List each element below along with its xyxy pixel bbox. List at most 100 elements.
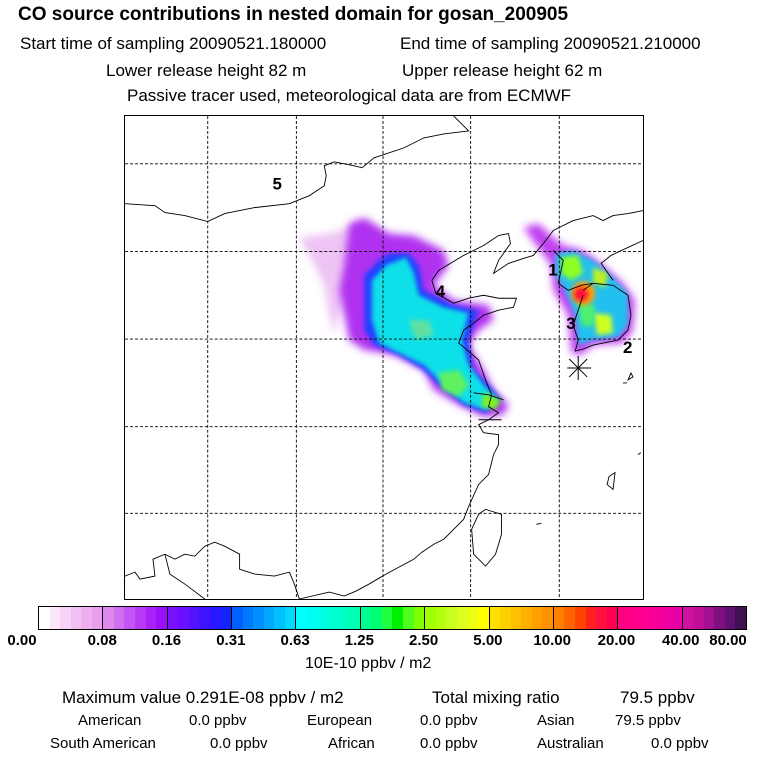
total-mixing-ratio-label: Total mixing ratio — [432, 688, 560, 707]
colorbar-swatch — [606, 607, 618, 629]
colorbar-tick-label: 0.16 — [151, 632, 182, 649]
colorbar-swatch — [349, 607, 360, 629]
map-canvas: 1 2 3 4 5 — [124, 115, 644, 600]
colorbar-block — [39, 607, 104, 629]
colorbar-swatch — [338, 607, 350, 629]
plot-title: CO source contributions in nested domain… — [18, 4, 569, 25]
colorbar-swatch — [724, 607, 736, 629]
colorbar-swatch — [521, 607, 532, 629]
colorbar-block — [103, 607, 168, 629]
colorbar-swatch — [307, 607, 318, 629]
total-mixing-ratio-value: 79.5 ppbv — [620, 688, 695, 707]
colorbar-block — [425, 607, 490, 629]
colorbar-swatch — [489, 607, 501, 629]
colorbar-swatch — [156, 607, 167, 629]
region-name-australian: Australian — [537, 735, 604, 752]
colorbar-swatch — [188, 607, 200, 629]
colorbar-swatch — [60, 607, 71, 629]
colorbar-swatch — [649, 607, 661, 629]
region-label-3: 3 — [566, 314, 575, 333]
colorbar-swatch — [242, 607, 254, 629]
colorbar-swatch — [274, 607, 285, 629]
colorbar-swatch — [477, 607, 489, 629]
colorbar-swatch — [575, 607, 586, 629]
colorbar-block — [553, 607, 619, 629]
colorbar-swatch — [542, 607, 553, 629]
colorbar-swatch — [703, 607, 715, 629]
start-time: Start time of sampling 20090521.180000 — [20, 34, 327, 53]
colorbar-tick-label: 40.00 — [661, 632, 700, 649]
graticule — [125, 116, 643, 599]
colorbar-swatch — [360, 607, 372, 629]
colorbar-swatch — [91, 607, 103, 629]
tracer-note: Passive tracer used, meteorological data… — [127, 86, 572, 105]
colorbar-swatch — [682, 607, 694, 629]
colorbar-swatch — [714, 607, 725, 629]
colorbar-swatch — [564, 607, 575, 629]
maximum-value: Maximum value 0.291E-08 ppbv / m2 — [62, 688, 344, 707]
colorbar-swatch — [232, 607, 243, 629]
colorbar-swatch — [167, 607, 179, 629]
colorbar-swatch — [284, 607, 296, 629]
colorbar-swatch — [145, 607, 157, 629]
region-value-australian: 0.0 ppbv — [651, 735, 709, 752]
colorbar-swatch — [435, 607, 447, 629]
colorbar-swatch — [103, 607, 114, 629]
concentration-plume — [299, 217, 635, 417]
colorbar-swatch — [660, 607, 672, 629]
colorbar-swatch — [596, 607, 607, 629]
region-name-european: European — [307, 712, 373, 729]
region-value-african: 0.0 ppbv — [420, 735, 478, 752]
colorbar-swatch — [317, 607, 329, 629]
colorbar-swatch — [392, 607, 404, 629]
colorbar-swatch — [199, 607, 210, 629]
coastlines — [124, 115, 644, 600]
colorbar-swatch — [135, 607, 146, 629]
colorbar-swatch — [553, 607, 565, 629]
colorbar-tick-label: 0.08 — [87, 632, 117, 649]
end-time: End time of sampling 20090521.210000 — [400, 34, 701, 53]
colorbar-swatch — [413, 607, 425, 629]
colorbar-swatch — [735, 607, 746, 629]
colorbar-block — [618, 607, 683, 629]
region-label-2: 2 — [623, 338, 632, 357]
map-panel: 1 2 3 4 5 — [124, 115, 644, 600]
colorbar-swatch — [467, 607, 478, 629]
region-value-south-american: 0.0 ppbv — [210, 735, 268, 752]
colorbar-tick-label: 5.00 — [473, 632, 503, 649]
region-label-1: 1 — [548, 260, 557, 279]
region-label-5: 5 — [272, 175, 281, 194]
colorbar-swatch — [209, 607, 221, 629]
colorbar-swatch — [328, 607, 339, 629]
region-name-asian: Asian — [537, 712, 575, 729]
colorbar-swatch — [49, 607, 61, 629]
region-name-african: African — [328, 735, 375, 752]
colorbar-tick-label: 0.00 — [7, 632, 37, 649]
colorbar-swatch — [124, 607, 136, 629]
colorbar-swatch — [425, 607, 436, 629]
colorbar-swatch — [253, 607, 264, 629]
receptor-asterisk-icon — [567, 356, 592, 380]
colorbar-swatch — [403, 607, 414, 629]
colorbar-swatch — [639, 607, 650, 629]
colorbar-swatch — [618, 607, 629, 629]
colorbar-block — [360, 607, 426, 629]
region-value-asian: 79.5 ppbv — [615, 712, 681, 729]
colorbar-swatch — [628, 607, 640, 629]
upper-release-height: Upper release height 62 m — [402, 61, 603, 80]
colorbar — [38, 606, 747, 630]
colorbar-swatch — [296, 607, 307, 629]
region-value-american: 0.0 ppbv — [189, 712, 247, 729]
colorbar-swatch — [113, 607, 125, 629]
colorbar-swatch — [220, 607, 232, 629]
colorbar-swatch — [531, 607, 543, 629]
colorbar-tick-label: 10.00 — [533, 632, 571, 649]
lower-release-height: Lower release height 82 m — [106, 61, 307, 80]
colorbar-swatch — [70, 607, 82, 629]
colorbar-tick-label: 1.25 — [344, 632, 374, 649]
colorbar-block — [232, 607, 297, 629]
colorbar-swatch — [671, 607, 682, 629]
colorbar-swatch — [693, 607, 704, 629]
colorbar-swatch — [39, 607, 50, 629]
